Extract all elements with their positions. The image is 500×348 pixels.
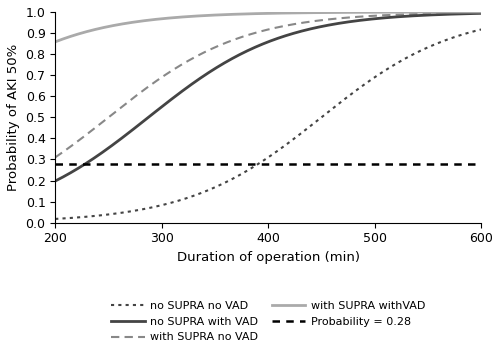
- Y-axis label: Probability of AKI 50%: Probability of AKI 50%: [7, 44, 20, 191]
- X-axis label: Duration of operation (min): Duration of operation (min): [176, 251, 360, 264]
- Legend: no SUPRA no VAD, no SUPRA with VAD, with SUPRA no VAD, with SUPRA withVAD, Proba: no SUPRA no VAD, no SUPRA with VAD, with…: [106, 296, 430, 348]
